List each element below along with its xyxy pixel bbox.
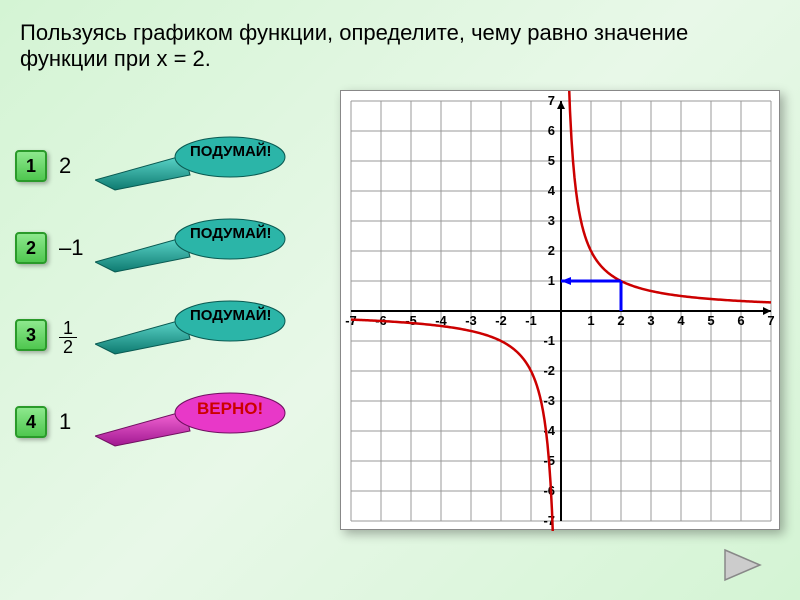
svg-text:-6: -6 bbox=[543, 483, 555, 498]
svg-text:5: 5 bbox=[548, 153, 555, 168]
svg-text:-2: -2 bbox=[495, 313, 507, 328]
choice-button-1[interactable]: 1 bbox=[15, 150, 47, 182]
choice-button-2[interactable]: 2 bbox=[15, 232, 47, 264]
svg-text:5: 5 bbox=[707, 313, 714, 328]
svg-text:6: 6 bbox=[737, 313, 744, 328]
svg-text:-1: -1 bbox=[543, 333, 555, 348]
answer-text-3: 1 2 bbox=[59, 314, 77, 356]
question-text: Пользуясь графиком функции, определите, … bbox=[20, 20, 780, 72]
svg-text:7: 7 bbox=[767, 313, 774, 328]
svg-text:4: 4 bbox=[677, 313, 685, 328]
frac-top: 1 bbox=[59, 319, 77, 338]
svg-text:1: 1 bbox=[587, 313, 594, 328]
choices-container: 1 2 ПОДУМАЙ! 2 –1 ПОДУМАЙ! 3 1 2 bbox=[15, 150, 83, 488]
choice-row-3: 3 1 2 ПОДУМАЙ! bbox=[15, 314, 83, 356]
svg-text:4: 4 bbox=[548, 183, 556, 198]
feedback-1-label: ПОДУМАЙ! bbox=[190, 143, 272, 160]
choice-row-4: 4 1 ВЕРНО! bbox=[15, 406, 83, 438]
svg-text:2: 2 bbox=[548, 243, 555, 258]
feedback-2-label: ПОДУМАЙ! bbox=[190, 225, 272, 242]
feedback-3-label: ПОДУМАЙ! bbox=[190, 307, 272, 324]
chart: -7-6-5-4-3-2-11234567-7-6-5-4-3-2-112345… bbox=[340, 90, 780, 530]
answer-text-2: –1 bbox=[59, 235, 83, 261]
svg-text:-3: -3 bbox=[465, 313, 477, 328]
svg-text:7: 7 bbox=[548, 93, 555, 108]
svg-text:3: 3 bbox=[647, 313, 654, 328]
frac-bot: 2 bbox=[59, 338, 77, 356]
feedback-2: ПОДУМАЙ! bbox=[95, 217, 295, 267]
svg-text:-3: -3 bbox=[543, 393, 555, 408]
answer-text-1: 2 bbox=[59, 153, 71, 179]
choice-button-4[interactable]: 4 bbox=[15, 406, 47, 438]
svg-text:2: 2 bbox=[617, 313, 624, 328]
svg-text:1: 1 bbox=[548, 273, 555, 288]
choice-row-1: 1 2 ПОДУМАЙ! bbox=[15, 150, 83, 182]
answer-text-4: 1 bbox=[59, 409, 71, 435]
svg-text:6: 6 bbox=[548, 123, 555, 138]
choice-button-3[interactable]: 3 bbox=[15, 319, 47, 351]
svg-text:-5: -5 bbox=[405, 313, 417, 328]
feedback-4: ВЕРНО! bbox=[95, 391, 295, 441]
feedback-1: ПОДУМАЙ! bbox=[95, 135, 295, 185]
feedback-3: ПОДУМАЙ! bbox=[95, 299, 295, 349]
choice-row-2: 2 –1 ПОДУМАЙ! bbox=[15, 232, 83, 264]
svg-text:3: 3 bbox=[548, 213, 555, 228]
feedback-4-label: ВЕРНО! bbox=[197, 399, 263, 419]
svg-text:-1: -1 bbox=[525, 313, 537, 328]
svg-text:-2: -2 bbox=[543, 363, 555, 378]
next-button[interactable] bbox=[720, 545, 770, 585]
